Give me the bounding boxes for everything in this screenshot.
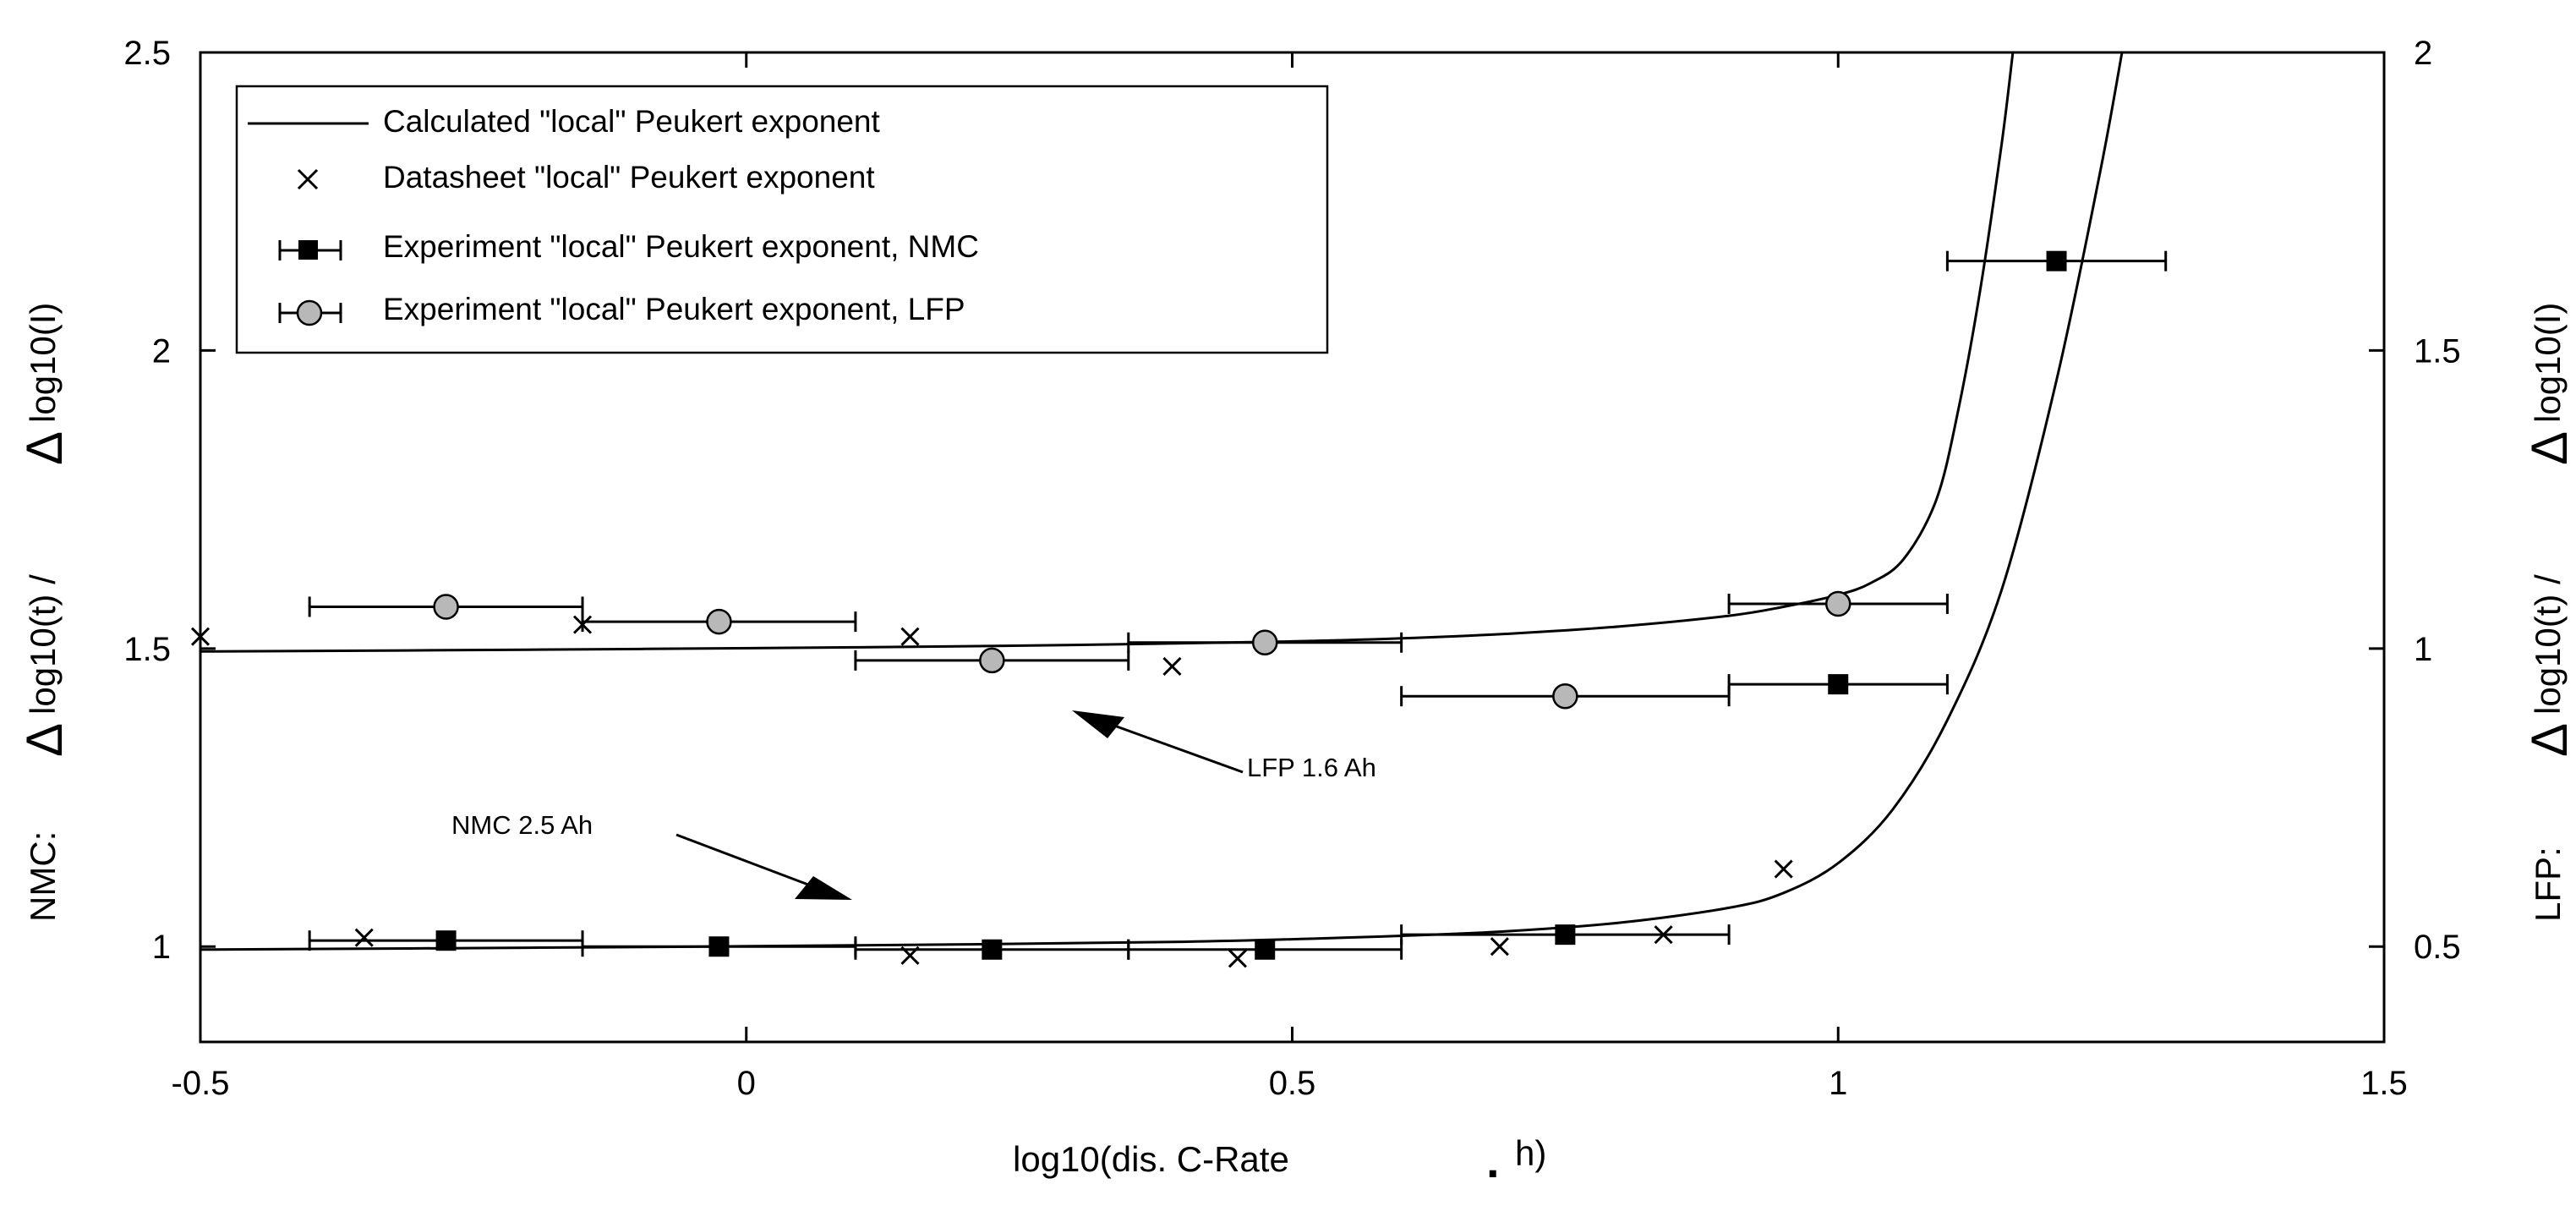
legend-entry-lfp: Experiment "local" Peukert exponent, LFP (383, 292, 965, 326)
lfp-circle-marker (1251, 629, 1278, 656)
lfp-experiment-point (1400, 682, 1731, 710)
data-markers (190, 250, 2168, 968)
legend-square-symbol (278, 240, 342, 260)
nmc-experiment-point (1945, 250, 2168, 271)
y-right-tick-label: 0.5 (2414, 929, 2461, 966)
datasheet-cross-stroke (1162, 656, 1182, 677)
legend-entry-nmc: Experiment "local" Peukert exponent, NMC (383, 229, 979, 264)
legend-box (235, 85, 1329, 354)
annotation-nmc-label: NMC 2.5 Ah (451, 810, 593, 840)
nmc-experiment-point (308, 930, 584, 951)
legend-entry-calculated: Calculated "local" Peukert exponent (383, 104, 881, 139)
nmc-experiment-point (854, 939, 1130, 960)
y-right-prefix: LFP: (2528, 847, 2568, 922)
datasheet-cross-stroke (900, 627, 920, 646)
x-tick-label: 0.5 (1269, 1065, 1316, 1102)
nmc-experiment-point (1400, 924, 1731, 946)
lfp-experiment-point (308, 594, 584, 620)
annotation-lfp: LFP 1.6 Ah (1072, 710, 1376, 782)
y-left-denominator: log10(I) (23, 303, 63, 423)
lfp-experiment-point (854, 647, 1130, 674)
datasheet-cross-stroke (1228, 949, 1247, 968)
y-left-delta-2: Δ (16, 431, 73, 465)
nmc-square-marker (2046, 250, 2067, 271)
legend-cross-symbol (297, 168, 319, 190)
y-right-delta-1: Δ (2521, 723, 2576, 757)
x-tick-label: 1.5 (2360, 1065, 2408, 1102)
lfp-experiment-point (1727, 590, 1949, 617)
lfp-circle-marker (433, 594, 459, 620)
lfp-circle-marker (706, 608, 732, 635)
nmc-square-marker (982, 939, 1003, 960)
nmc-square-marker (1555, 924, 1576, 946)
datasheet-point (354, 928, 374, 947)
plot-frame (199, 51, 2386, 1044)
datasheet-cross-stroke (1774, 859, 1793, 879)
nmc-square-marker (1255, 939, 1276, 960)
y-left-tick-label: 1 (152, 929, 171, 966)
datasheet-point (1162, 656, 1182, 677)
nmc-experiment-point (1127, 939, 1403, 960)
x-tick-label: 1 (1829, 1065, 1847, 1102)
datasheet-point (1228, 949, 1247, 968)
annotation-nmc: NMC 2.5 Ah (451, 810, 852, 900)
y-right-delta-2: Δ (2521, 431, 2576, 465)
y-axis-label-left: NMC: Δ log10(t) / Δ log10(I) (16, 303, 73, 922)
x-axis-label: log10(dis. C-Rate . h) (1013, 1133, 1546, 1187)
y-left-tick-label: 1.5 (123, 631, 171, 668)
x-tick-label: 0 (737, 1065, 756, 1102)
y-axis-label-right: LFP: Δ log10(t) / Δ log10(I) (2521, 303, 2576, 922)
lfp-circle-marker (1825, 590, 1851, 617)
nmc-square-marker (708, 936, 730, 957)
nmc-square-marker (1828, 674, 1849, 695)
datasheet-cross-stroke (354, 928, 374, 947)
x-axis-label-unit: h) (1515, 1133, 1546, 1173)
legend-entry-datasheet: Datasheet "local" Peukert exponent (383, 160, 875, 195)
datasheet-point (1490, 937, 1509, 957)
y-left-tick-label: 2.5 (123, 35, 171, 72)
lfp-experiment-point (581, 608, 857, 635)
y-left-prefix: NMC: (23, 831, 63, 922)
x-tick-label: -0.5 (172, 1065, 230, 1102)
x-axis-label-main: log10(dis. C-Rate (1013, 1139, 1289, 1179)
y-left-delta-1: Δ (16, 723, 73, 757)
y-right-tick-label: 2 (2414, 35, 2432, 72)
datasheet-point (1774, 859, 1793, 879)
y-left-numerator: log10(t) / (23, 574, 63, 715)
y-right-tick-label: 1 (2414, 631, 2432, 668)
nmc-experiment-point (581, 936, 857, 957)
nmc-experiment-point (1727, 674, 1949, 695)
lfp-circle-marker (979, 647, 1005, 674)
nmc-square-marker (435, 930, 457, 951)
lfp-experiment-point (1127, 629, 1403, 656)
x-axis-label-dot: . (1486, 1134, 1500, 1187)
datasheet-cross-stroke (1490, 937, 1509, 957)
annotation-lfp-label: LFP 1.6 Ah (1247, 753, 1376, 782)
calculated-curve-right (200, 52, 2015, 653)
y-right-numerator: log10(t) / (2528, 574, 2568, 715)
y-left-tick-label: 2 (152, 332, 171, 370)
y-right-tick-label: 1.5 (2414, 332, 2461, 370)
tick-labels: -0.5 0 0.5 1 1.5 1 1.5 2 2.5 0.5 1 1.5 2 (123, 35, 2460, 1102)
datasheet-point (900, 627, 920, 646)
y-right-denominator: log10(I) (2528, 303, 2568, 423)
lfp-circle-marker (1552, 682, 1578, 710)
legend: Calculated "local" Peukert exponent Data… (235, 85, 1329, 354)
legend-circle-symbol (278, 299, 342, 326)
